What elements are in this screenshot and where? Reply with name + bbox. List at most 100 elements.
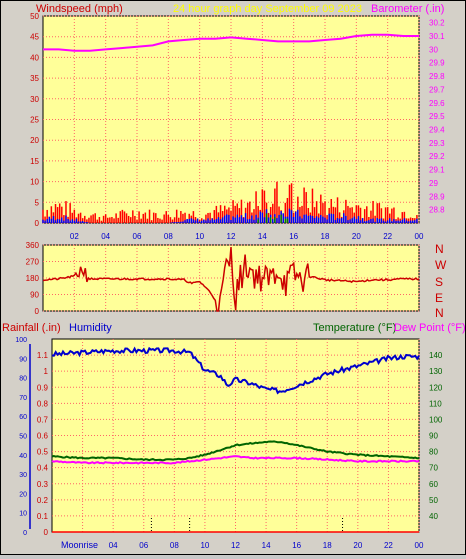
- direction-axis-ticks: 0 90 180 270 360: [26, 241, 40, 316]
- temperature-tick-label: 110: [429, 399, 442, 408]
- wind-time-tick-label: 18: [321, 232, 330, 241]
- barometer-tick-label: 29.1: [429, 166, 445, 175]
- windspeed-tick-label: 25: [30, 116, 39, 125]
- rainfall-tick-label: 0.8: [37, 399, 49, 408]
- humidity-axis-ticks: 0 10 20 30 40 50 60 70 80 90 100: [15, 337, 27, 537]
- wind-time-tick-label: 16: [289, 232, 298, 241]
- windspeed-tick-label: 45: [30, 33, 39, 42]
- windspeed-tick-label: 5: [35, 198, 40, 207]
- windspeed-axis-title: Windspeed (mph): [36, 3, 123, 15]
- humidity-tick-label: 80: [19, 376, 27, 383]
- rain-time-tick-label: 06: [139, 541, 148, 550]
- wind-time-tick-label: 20: [352, 232, 361, 241]
- barometer-axis-ticks: 28.8 28.9 29 29.1 29.2 29.3 29.4 29.5 29.6 29.7 29…: [429, 19, 445, 215]
- temperature-tick-label: 90: [429, 432, 438, 441]
- chart-title: 24 hour graph day September 09 2023: [173, 3, 362, 15]
- wind-panel-bg: [42, 15, 420, 224]
- wind-time-tick-label: 22: [383, 232, 392, 241]
- humidity-tick-label: 20: [19, 491, 27, 498]
- temperature-tick-label: 40: [429, 512, 438, 521]
- rainfall-axis-ticks: 0 0.1 0.2 0.3 0.4 0.5 0.6 0.7 0.8 0.9 1 1.1: [37, 351, 49, 537]
- moonrise-label: Moonrise: [61, 540, 98, 550]
- wind-time-tick-label: 02: [70, 232, 79, 241]
- temperature-tick-label: 50: [429, 496, 438, 505]
- compass-w: W: [435, 258, 447, 272]
- windspeed-tick-label: 0: [35, 219, 40, 228]
- direction-tick-label: 270: [26, 258, 40, 267]
- windspeed-tick-label: 30: [30, 95, 39, 104]
- temperature-tick-label: 60: [429, 480, 438, 489]
- wind-time-tick-label: 14: [258, 232, 267, 241]
- barometer-tick-label: 29.6: [429, 99, 445, 108]
- compass-labels: N W S E N: [435, 242, 447, 320]
- barometer-tick-label: 30: [429, 45, 438, 54]
- windspeed-tick-label: 20: [30, 136, 39, 145]
- humidity-tick-label: 40: [19, 453, 27, 460]
- rain-time-axis-ticks: 04 06 08 10 12 14 16 18 20 22 00: [109, 541, 424, 550]
- temperature-tick-label: 140: [429, 351, 443, 360]
- humidity-tick-label: 70: [19, 395, 27, 402]
- humidity-tick-label: 30: [19, 472, 27, 479]
- compass-n-top: N: [435, 242, 444, 256]
- direction-tick-label: 180: [26, 274, 40, 283]
- direction-tick-label: 0: [35, 307, 40, 316]
- rainfall-tick-label: 0.7: [37, 415, 49, 424]
- direction-tick-label: 360: [26, 241, 40, 250]
- rainfall-axis-title: Rainfall (.in): [2, 322, 61, 334]
- compass-n-bottom: N: [435, 306, 444, 320]
- barometer-tick-label: 29.7: [429, 85, 445, 94]
- rain-humidity-temp-chart: 0 0.1 0.2 0.3 0.4 0.5 0.6 0.7 0.8 0.9 1 1.1 0 10 20 30…: [15, 337, 443, 550]
- windspeed-tick-label: 15: [30, 157, 39, 166]
- windspeed-tick-label: 35: [30, 74, 39, 83]
- humidity-tick-label: 60: [19, 414, 27, 421]
- barometer-tick-label: 28.9: [429, 192, 445, 201]
- event-markers: [150, 518, 344, 532]
- rain-time-tick-label: 18: [323, 541, 332, 550]
- humidity-tick-label: 0: [23, 530, 27, 537]
- temperature-tick-label: 80: [429, 448, 438, 457]
- rain-time-tick-label: 04: [109, 541, 118, 550]
- windspeed-axis-ticks: 0 5 10 15 20 25 30 35 40 45 50: [30, 12, 39, 228]
- humidity-tick-label: 100: [15, 337, 27, 344]
- rainfall-tick-label: 0.6: [37, 432, 49, 441]
- compass-e: E: [435, 291, 443, 305]
- wind-time-tick-label: 10: [195, 232, 204, 241]
- temperature-tick-label: 120: [429, 383, 443, 392]
- barometer-tick-label: 29.4: [429, 126, 445, 135]
- humidity-axis-title: Humidity: [69, 322, 112, 334]
- dewpoint-axis-title: Dew Point (°F): [394, 322, 465, 334]
- wind-time-tick-label: 06: [133, 232, 142, 241]
- rainfall-tick-label: 0.9: [37, 383, 49, 392]
- wind-time-tick-label: 08: [164, 232, 173, 241]
- barometer-tick-label: 29.8: [429, 72, 445, 81]
- rain-time-tick-label: 14: [262, 541, 271, 550]
- rainfall-tick-label: 0.1: [37, 512, 49, 521]
- rain-time-tick-label: 10: [200, 541, 209, 550]
- rain-panel-grid: [52, 339, 420, 533]
- rainfall-tick-label: 0: [44, 528, 49, 537]
- barometer-tick-label: 29.2: [429, 152, 445, 161]
- windspeed-tick-label: 10: [30, 178, 39, 187]
- barometer-tick-label: 29.3: [429, 139, 445, 148]
- rain-time-tick-label: 20: [353, 541, 362, 550]
- humidity-tick-label: 90: [19, 356, 27, 363]
- barometer-tick-label: 29.9: [429, 59, 445, 68]
- rainfall-tick-label: 0.5: [37, 448, 49, 457]
- dew-point-line: [51, 455, 420, 465]
- barometer-tick-label: 28.8: [429, 206, 445, 215]
- rainfall-tick-label: 0.4: [37, 464, 49, 473]
- barometer-tick-label: 29.5: [429, 112, 445, 121]
- rain-time-tick-label: 12: [231, 541, 240, 550]
- barometer-tick-label: 30.1: [429, 32, 445, 41]
- rain-time-tick-label: 08: [170, 541, 179, 550]
- windspeed-tick-label: 50: [30, 12, 39, 21]
- barometer-axis-title: Barometer (.in): [371, 3, 444, 15]
- compass-s: S: [435, 275, 443, 289]
- temperature-tick-label: 100: [429, 415, 443, 424]
- wind-time-tick-label: 12: [227, 232, 236, 241]
- humidity-tick-label: 10: [19, 511, 27, 518]
- wind-time-tick-label: 04: [101, 232, 110, 241]
